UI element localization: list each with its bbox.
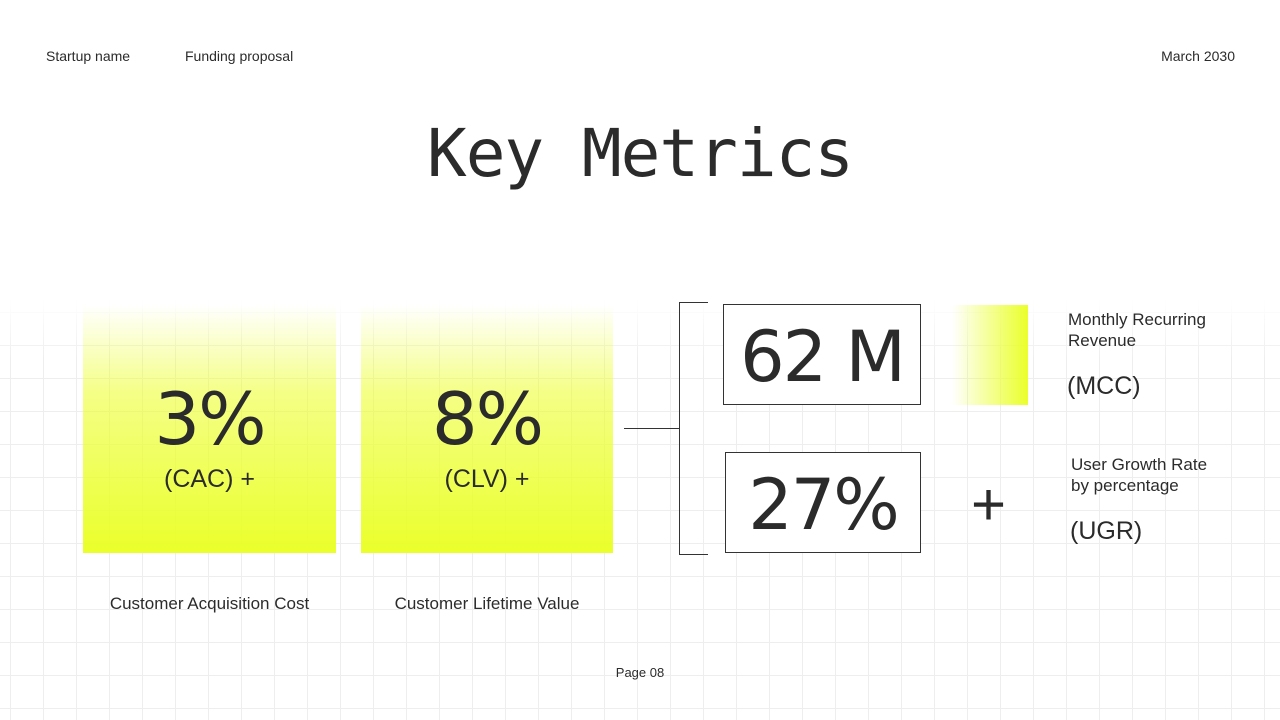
metric-abbr: (CAC) + [164,465,255,493]
label-line: by percentage [1071,476,1179,495]
metric-label-mcc: Monthly Recurring Revenue [1068,309,1206,351]
doc-type: Funding proposal [185,48,294,64]
label-line: User Growth Rate [1071,455,1208,474]
page-number: Page 08 [615,665,665,680]
caption-cac: Customer Acquisition Cost [109,594,310,613]
label-line: Revenue [1068,331,1137,350]
page-title: Key Metrics [426,115,854,192]
metric-value: 3% [154,377,266,461]
connector-line [624,428,680,429]
startup-name: Startup name [46,48,131,64]
metric-card-cac: 3% (CAC) + [83,305,336,553]
plus-icon: + [971,471,1007,538]
bracket [679,302,708,555]
label-line: Monthly Recurring [1068,310,1206,329]
metric-abbr-mcc: (MCC) [1067,372,1141,400]
accent-swatch [952,305,1028,405]
metric-abbr: (CLV) + [444,465,530,493]
metric-label-ugr: User Growth Rate by percentage [1071,454,1207,496]
date: March 2030 [1161,48,1235,64]
metric-box-ugr: 27% [725,452,921,553]
caption-clv: Customer Lifetime Value [394,594,580,613]
metric-value: 8% [431,377,544,461]
metric-box-mcc: 62 M [723,304,921,405]
metric-abbr-ugr: (UGR) [1070,517,1143,545]
metric-card-clv: 8% (CLV) + [361,305,613,553]
